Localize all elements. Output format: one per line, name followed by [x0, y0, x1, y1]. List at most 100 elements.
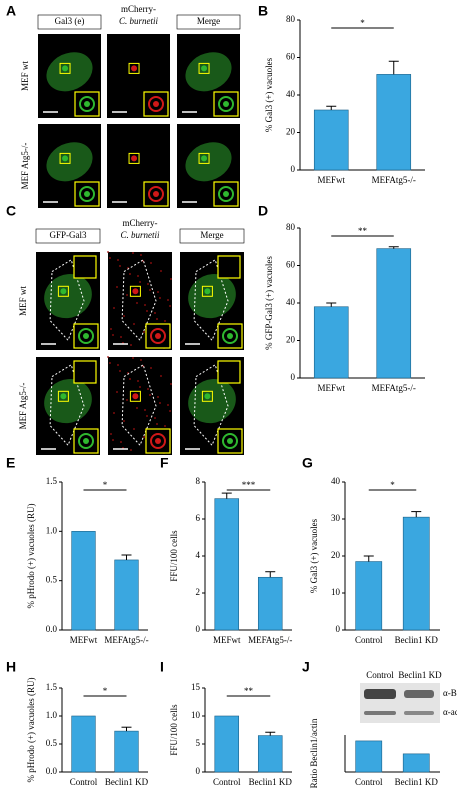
speck: [169, 305, 171, 307]
speck: [170, 383, 172, 385]
x-tick-label: MEFAtg5-/-: [372, 383, 416, 393]
speck: [157, 291, 159, 293]
y-tick-label: 0.0: [46, 624, 58, 634]
speck: [136, 302, 138, 304]
speck: [120, 336, 122, 338]
inset-vacuole: [78, 433, 94, 449]
speck: [110, 433, 112, 435]
x-tick-label: Control: [213, 777, 241, 787]
significance: *: [390, 480, 395, 490]
speck: [129, 378, 131, 380]
inset-core: [223, 101, 229, 107]
speck: [113, 307, 115, 309]
bar: [71, 531, 96, 631]
y-tick-label: 0: [196, 766, 201, 776]
y-tick-label: 80: [286, 14, 296, 24]
inset-vacuole: [79, 186, 95, 202]
roi-box: [129, 285, 141, 297]
significance: ***: [242, 480, 256, 490]
y-axis-label: % pHrodo (+) vacuoles (RU): [26, 503, 36, 608]
speck: [160, 270, 162, 272]
significance: *: [360, 18, 365, 28]
row-label: MEF wt: [18, 286, 28, 316]
y-tick-label: 0: [291, 164, 296, 174]
vacuole: [132, 288, 139, 295]
panel-letter: C: [6, 203, 16, 219]
x-tick-label: MEFwt: [317, 383, 345, 393]
y-tick-label: 20: [286, 335, 296, 345]
error-bar: [121, 554, 132, 560]
bar: [214, 715, 240, 773]
y-tick-label: 0: [291, 372, 296, 382]
vacuole: [201, 155, 208, 162]
x-tick-label: MEFwt: [213, 635, 241, 645]
y-tick-label: 6: [196, 513, 201, 523]
speck: [117, 364, 119, 366]
speck: [137, 380, 139, 382]
inset-core: [83, 333, 89, 339]
band: [404, 711, 434, 715]
speck: [129, 273, 131, 275]
speck: [157, 396, 159, 398]
band: [404, 690, 434, 698]
band: [364, 689, 396, 699]
x-tick-label: Beclin1 KD: [395, 635, 439, 645]
speck: [126, 399, 128, 401]
bar: [114, 559, 139, 631]
y-tick-label: 40: [286, 297, 296, 307]
speck: [144, 304, 146, 306]
speck: [149, 394, 151, 396]
inset-core: [227, 438, 233, 444]
speck: [116, 286, 118, 288]
cell: [46, 142, 93, 182]
speck: [164, 320, 166, 322]
speck: [156, 318, 158, 320]
speck: [170, 278, 172, 280]
speck: [137, 275, 139, 277]
inset-core: [84, 101, 90, 107]
speck: [159, 402, 161, 404]
roi-box: [201, 285, 213, 297]
error-bar: [388, 246, 399, 249]
roi-box: [59, 62, 71, 74]
y-axis-label: % pHrodo (+) vacuoles (RU): [26, 677, 36, 782]
panel-letter: B: [258, 3, 268, 19]
column-header-box: [37, 14, 102, 30]
band-label: α-Beclin1: [443, 688, 457, 698]
inset-b: [73, 360, 97, 384]
cell: [185, 52, 232, 92]
error-bar: [265, 731, 276, 736]
inset-b: [217, 255, 241, 279]
speck: [160, 375, 162, 377]
y-tick-label: 15: [191, 682, 201, 692]
x-tick-label: Beclin1 KD: [249, 777, 293, 787]
error-bar: [121, 726, 132, 732]
y-tick-label: 60: [286, 52, 296, 62]
y-tick-label: 8: [196, 476, 201, 486]
panel-letter: D: [258, 203, 268, 219]
error-bar: [326, 105, 337, 110]
vacuole: [131, 65, 138, 72]
roi-box: [198, 62, 210, 74]
speck: [109, 362, 111, 364]
inset-core: [153, 101, 159, 107]
speck: [156, 423, 158, 425]
inset-vacuole: [218, 186, 234, 202]
speck: [136, 407, 138, 409]
x-tick-label: MEFwt: [317, 175, 345, 185]
inset-vacuole: [148, 186, 164, 202]
inset-core: [153, 191, 159, 197]
y-tick-label: 20: [286, 127, 296, 137]
panel-letter: I: [160, 659, 164, 675]
y-tick-label: 1.0: [46, 525, 58, 535]
roi-box: [198, 152, 210, 164]
column-header: C. burnetii: [120, 230, 160, 240]
band: [364, 711, 396, 715]
speck: [154, 417, 156, 419]
x-tick-label: MEFAtg5-/-: [372, 175, 416, 185]
speck: [126, 294, 128, 296]
lane-label: Control: [366, 670, 394, 680]
speck: [150, 367, 152, 369]
panel-letter: A: [6, 3, 16, 19]
column-header-box: [176, 14, 241, 30]
